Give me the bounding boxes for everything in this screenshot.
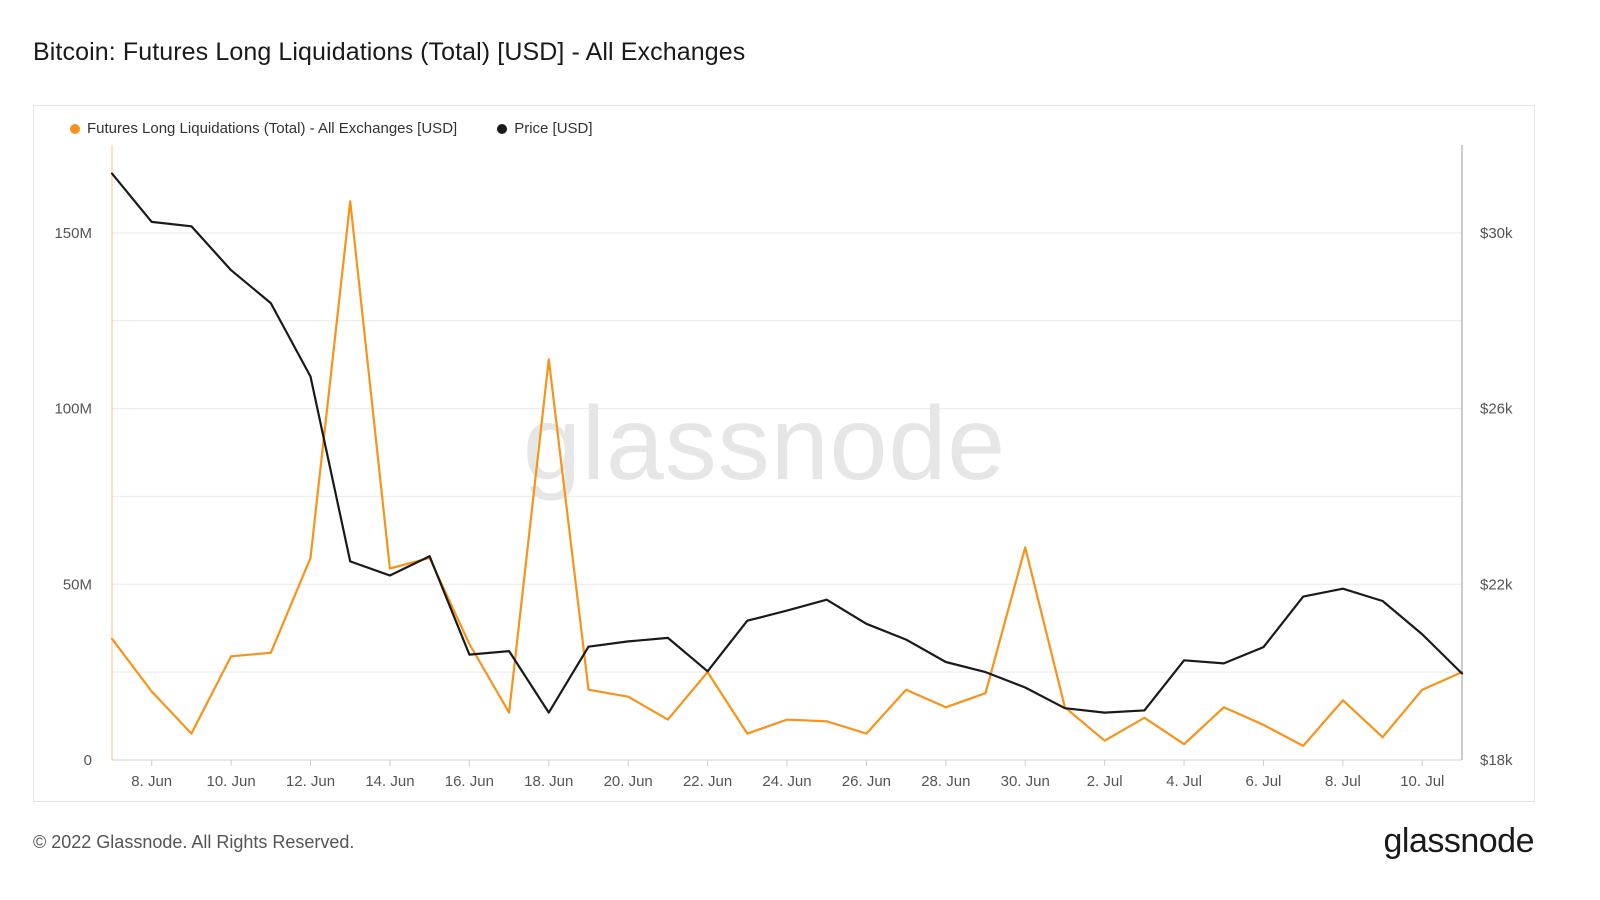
y-left-tick-label: 50M [63,576,92,593]
copyright-text: © 2022 Glassnode. All Rights Reserved. [33,832,355,852]
legend-dot-price [497,123,508,134]
x-tick-label: 28. Jun [921,773,970,790]
axes [111,145,1463,766]
x-tick-label: 10. Jul [1400,773,1444,790]
legend-item-liquidations[interactable]: Futures Long Liquidations (Total) - All … [70,120,457,137]
x-tick-label: 22. Jun [683,773,732,790]
y-right-tick-label: $26k [1480,401,1513,418]
y-left-tick-label: 150M [54,225,92,242]
legend-item-price[interactable]: Price [USD] [497,120,593,137]
series-lines [110,172,1464,748]
x-tick-label: 2. Jul [1087,773,1123,790]
legend-label-liquidations: Futures Long Liquidations (Total) - All … [87,120,458,137]
y-left-tick-label: 0 [84,752,92,769]
gridlines [112,232,1462,673]
y-right-tick-label: $22k [1480,576,1513,593]
y-left-tick-label: 100M [54,401,92,418]
y-right-tick-label: $30k [1480,225,1513,242]
x-tick-label: 10. Jun [207,773,256,790]
x-tick-label: 16. Jun [445,773,494,790]
x-tick-label: 8. Jun [131,773,172,790]
x-tick-label: 20. Jun [604,773,653,790]
y-right-tick-label: $18k [1480,752,1513,769]
x-tick-label: 12. Jun [286,773,335,790]
watermark: glassnode [523,386,1007,502]
x-tick-label: 30. Jun [1001,773,1050,790]
chart-panel [33,105,1535,802]
x-tick-label: 24. Jun [762,773,811,790]
x-tick-label: 8. Jul [1325,773,1361,790]
x-tick-label: 14. Jun [365,773,414,790]
tick-labels: 0 50M 100M 150M $18k $22k $26k $30k 8. Jun 10. Ju… [54,225,1513,790]
price-line [110,172,1464,714]
brand-logo[interactable]: glassnode [1383,822,1534,860]
x-tick-label: 18. Jun [524,773,573,790]
x-tick-label: 6. Jul [1246,773,1282,790]
liquidations-line [110,200,1464,748]
chart-title: Bitcoin: Futures Long Liquidations (Tota… [33,38,746,66]
legend-label-price: Price [USD] [514,120,593,137]
legend: Futures Long Liquidations (Total) - All … [70,120,593,137]
x-tick-label: 4. Jul [1166,773,1202,790]
x-tick-label: 26. Jun [842,773,891,790]
legend-dot-liquidations [70,123,80,134]
